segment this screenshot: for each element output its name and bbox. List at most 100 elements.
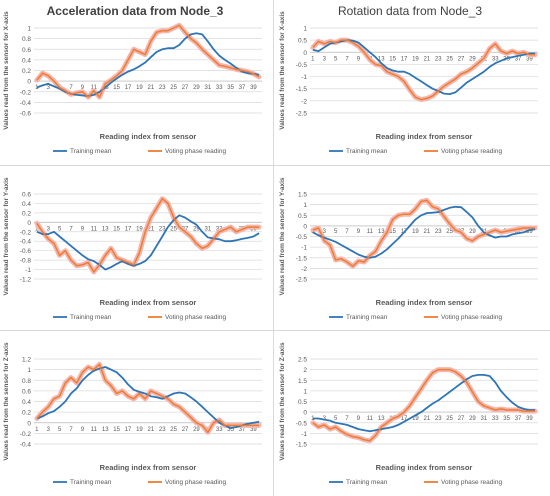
x-tick-label: 23 (435, 56, 442, 62)
x-tick-label: 35 (503, 56, 510, 62)
x-tick-label: 23 (159, 85, 166, 91)
y-tick-label: -1.5 (296, 442, 308, 449)
y-tick-label: 1 (303, 388, 307, 395)
acceleration-title: Acceleration data from Node_3 (46, 4, 224, 18)
row-divider-1 (0, 165, 550, 166)
x-axis-label: Reading index from sensor (376, 463, 473, 472)
x-tick-label: 37 (515, 416, 522, 422)
y-tick-label: -2.5 (296, 111, 308, 118)
y-tick-label: 0.5 (298, 213, 307, 220)
x-tick-label: 7 (345, 229, 349, 235)
x-tick-label: 33 (216, 85, 223, 91)
y-tick-label: 0 (303, 223, 307, 230)
chart-acceleration-x: -0.6 -0.4 -0.2 0 0.2 0.4 0.6 0.8 1 1 3 5 7 9 11 13 15 17 1… (0, 0, 270, 165)
x-tick-label: 5 (58, 226, 62, 232)
y-tick-label: -1.5 (296, 86, 308, 93)
y-tick-label: -1 (301, 245, 307, 252)
series-line-voting-phase (312, 39, 536, 101)
x-tick-label: 31 (205, 85, 212, 91)
x-tick-label: 29 (469, 229, 476, 235)
y-tick-label: 1 (303, 26, 307, 33)
legend-label-training: Training mean (70, 479, 112, 486)
voting-highlight (34, 361, 262, 435)
x-tick-label: 11 (91, 427, 98, 433)
x-tick-label: 23 (435, 416, 442, 422)
x-tick-label: 13 (378, 56, 385, 62)
series-line-training-mean (36, 214, 260, 271)
x-tick-label: 5 (334, 56, 338, 62)
x-tick-label: 25 (446, 416, 453, 422)
x-tick-label: 9 (81, 85, 85, 91)
x-tick-label: 39 (526, 416, 533, 422)
y-tick-label: 0 (303, 410, 307, 417)
series-line-training-mean (36, 32, 260, 97)
series-line-voting-phase (36, 24, 260, 98)
y-tick-label: -0.6 (20, 111, 32, 118)
x-tick-label: 19 (136, 226, 143, 232)
legend-label-voting: Voting phase reading (441, 148, 502, 155)
series-line-voting-phase (312, 368, 536, 442)
y-tick-label: 0 (303, 50, 307, 57)
x-axis-label: Reading index from sensor (376, 132, 473, 141)
x-tick-label: 5 (334, 416, 338, 422)
x-tick-label: 39 (250, 427, 257, 433)
legend-label-voting: Voting phase reading (441, 479, 502, 486)
x-axis-label: Reading index from sensor (376, 298, 473, 307)
x-tick-label: 17 (401, 56, 408, 62)
x-tick-label: 29 (193, 427, 200, 433)
series-line-training-mean (312, 374, 536, 433)
y-tick-label: 2.5 (298, 357, 307, 364)
legend-label-training: Training mean (70, 314, 112, 321)
x-tick-label: 21 (424, 416, 431, 422)
x-tick-label: 15 (113, 85, 120, 91)
x-tick-label: 25 (446, 56, 453, 62)
x-tick-label: 31 (205, 226, 212, 232)
x-tick-label: 13 (102, 427, 109, 433)
x-tick-label: 9 (357, 229, 361, 235)
x-tick-label: 17 (125, 427, 132, 433)
y-axis-label: Values read from the sensor for Z-axis (3, 342, 10, 461)
x-tick-label: 11 (91, 85, 98, 91)
x-tick-label: 19 (136, 85, 143, 91)
y-tick-label: 0.6 (22, 47, 31, 54)
x-tick-label: 21 (148, 427, 155, 433)
y-tick-label: -1 (301, 431, 307, 438)
x-tick-label: 9 (81, 427, 85, 433)
y-tick-label: 1.5 (298, 378, 307, 385)
x-tick-label: 9 (357, 56, 361, 62)
y-tick-label: -1 (301, 74, 307, 81)
x-tick-label: 11 (91, 226, 98, 232)
x-tick-label: 29 (193, 226, 200, 232)
x-tick-label: 19 (412, 56, 419, 62)
chart-acceleration-y: -1.2 -1 -0.8 -0.6 -0.4 -0.2 0 0.2 0.4 0.6 1 3 5 7 9 11 1… (0, 166, 270, 331)
y-axis-label: Values read from the sensor for X-axis (3, 11, 10, 130)
x-tick-label: 35 (227, 85, 234, 91)
chart-acceleration-z: -0.4 -0.2 0 0.2 0.4 0.6 0.8 1 1.2 1 3 5 7 9 11 13 15 17 19… (0, 331, 270, 496)
y-tick-label: -0.5 (296, 62, 308, 69)
y-axis-label: Values read from the sensor for X-axis (279, 11, 286, 130)
chart-rotation-y: -2.5 -2 -1.5 -1 -0.5 0 0.5 1 1.5 1 3 5 7 9 11 13 15 17 19 2… (276, 166, 546, 331)
legend-label-voting: Voting phase reading (165, 148, 226, 155)
legend-label-voting: Voting phase reading (165, 479, 226, 486)
x-tick-label: 29 (193, 85, 200, 91)
x-tick-label: 33 (216, 427, 223, 433)
x-tick-label: 15 (113, 226, 120, 232)
legend-label-voting: Voting phase reading (441, 314, 502, 321)
x-tick-label: 37 (515, 229, 522, 235)
y-tick-label: 0.6 (22, 192, 31, 199)
y-axis-label: Values read from the sensor for Y-axis (279, 177, 286, 295)
chart-svg: -0.6-0.4-0.200.20.40.60.811 3 5 7 9 11 13 15 17 1… (3, 11, 262, 155)
x-tick-label: 21 (424, 229, 431, 235)
y-tick-label: -0.6 (20, 248, 32, 255)
x-tick-label: 37 (239, 85, 246, 91)
x-tick-label: 29 (469, 56, 476, 62)
y-tick-label: -1 (25, 267, 31, 274)
y-tick-label: 0.4 (22, 399, 31, 406)
x-tick-label: 3 (323, 56, 327, 62)
x-axis-label: Reading index from sensor (100, 132, 197, 141)
x-tick-label: 17 (125, 226, 132, 232)
y-tick-label: -0.4 (20, 100, 32, 107)
x-tick-label: 29 (469, 416, 476, 422)
x-tick-label: 35 (503, 416, 510, 422)
x-tick-label: 11 (367, 416, 374, 422)
